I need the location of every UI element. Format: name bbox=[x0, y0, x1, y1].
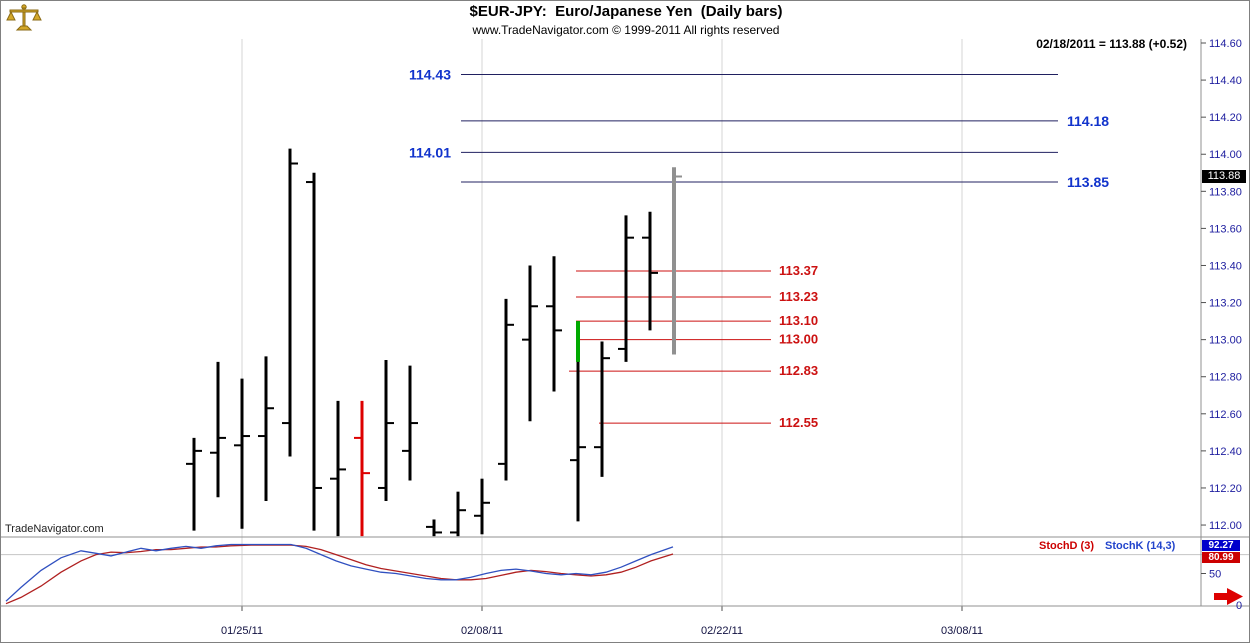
last-quote-annotation: 02/18/2011 = 113.88 (+0.52) bbox=[1036, 37, 1187, 51]
date-label: 01/25/11 bbox=[221, 625, 263, 637]
stoch-k-value-badge: 92.27 bbox=[1202, 540, 1240, 551]
chart-title: $EUR-JPY: Euro/Japanese Yen (Daily bars) bbox=[469, 3, 783, 20]
last-price-badge: 113.88 bbox=[1202, 170, 1246, 183]
price-axis-tick-label: 114.40 bbox=[1209, 75, 1242, 87]
price-axis-tick-label: 114.00 bbox=[1209, 149, 1242, 161]
stoch-axis-label: 50 bbox=[1209, 569, 1221, 581]
price-axis-tick-label: 112.00 bbox=[1209, 520, 1242, 532]
resistance-level-label: 114.18 bbox=[1067, 113, 1109, 129]
support-level-label: 113.10 bbox=[779, 313, 818, 328]
support-level-label: 113.23 bbox=[779, 289, 818, 304]
price-axis-tick-label: 112.20 bbox=[1209, 483, 1242, 495]
chart-subtitle: www.TradeNavigator.com © 1999-2011 All r… bbox=[472, 23, 780, 37]
support-level-label: 112.55 bbox=[779, 415, 818, 430]
resistance-level-label: 114.43 bbox=[409, 67, 451, 83]
price-axis-tick-label: 112.80 bbox=[1209, 372, 1242, 384]
price-axis-tick-label: 113.40 bbox=[1209, 260, 1242, 272]
price-axis-tick-label: 113.20 bbox=[1209, 298, 1242, 310]
stoch-d-legend: StochD (3) bbox=[1039, 540, 1094, 552]
stoch-d-value-badge: 80.99 bbox=[1202, 552, 1240, 563]
support-level-label: 112.83 bbox=[779, 363, 818, 378]
stoch-k-line bbox=[5, 543, 674, 602]
price-axis-tick-label: 113.80 bbox=[1209, 186, 1242, 198]
position-arrow-icon bbox=[1214, 588, 1243, 605]
price-axis-tick-label: 112.40 bbox=[1209, 446, 1242, 458]
price-axis-tick-label: 114.60 bbox=[1209, 38, 1242, 50]
date-label: 02/22/11 bbox=[701, 625, 743, 637]
tradenavigator-logo-icon bbox=[6, 4, 42, 31]
date-label: 03/08/11 bbox=[941, 625, 983, 637]
support-level-label: 113.00 bbox=[779, 332, 818, 347]
price-axis-tick-label: 113.60 bbox=[1209, 223, 1242, 235]
stoch-axis-label: 0 bbox=[1236, 600, 1242, 612]
price-axis-tick-label: 112.60 bbox=[1209, 409, 1242, 421]
resistance-level-label: 114.01 bbox=[409, 144, 451, 160]
date-label: 02/08/11 bbox=[461, 625, 503, 637]
resistance-level-label: 113.85 bbox=[1067, 174, 1109, 190]
price-axis-tick-label: 114.20 bbox=[1209, 112, 1242, 124]
price-axis-tick-label: 113.00 bbox=[1209, 335, 1242, 347]
stoch-k-legend: StochK (14,3) bbox=[1105, 540, 1176, 552]
watermark: TradeNavigator.com bbox=[5, 523, 104, 535]
support-level-label: 113.37 bbox=[779, 263, 818, 278]
